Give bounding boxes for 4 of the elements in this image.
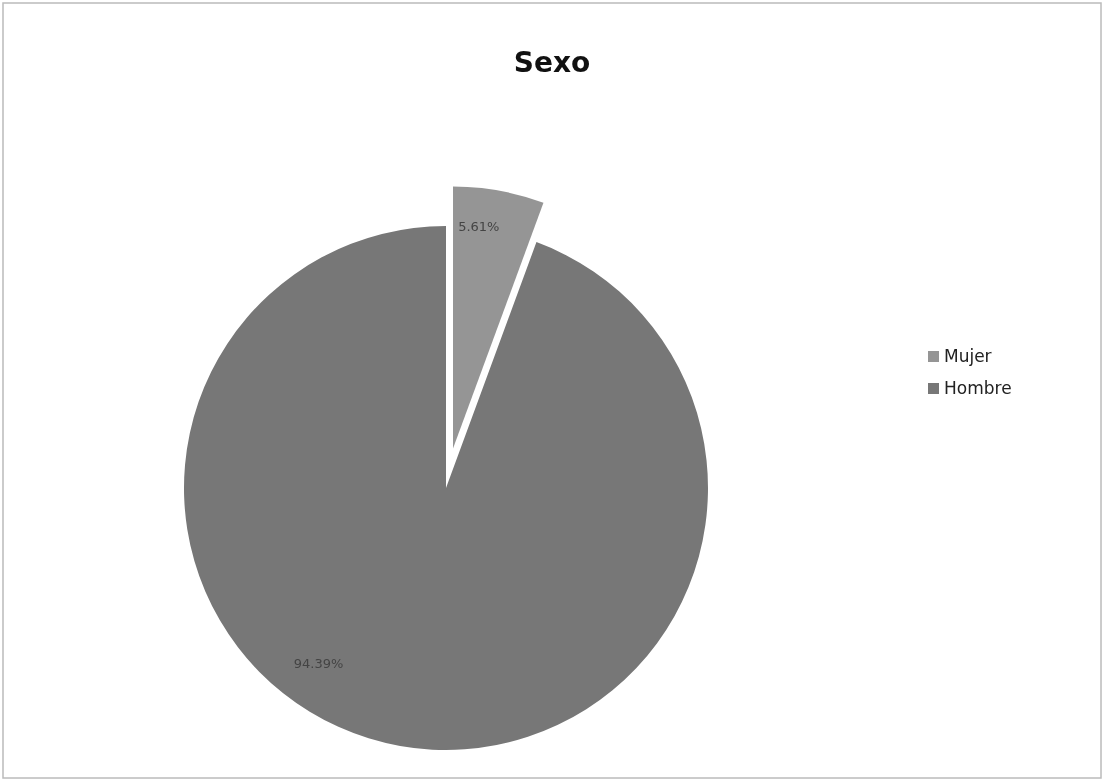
- data-label: 5.61%: [458, 218, 500, 234]
- legend-label: Hombre: [944, 378, 1012, 398]
- chart-title: Sexo: [513, 46, 591, 79]
- legend-label: Mujer: [944, 346, 992, 366]
